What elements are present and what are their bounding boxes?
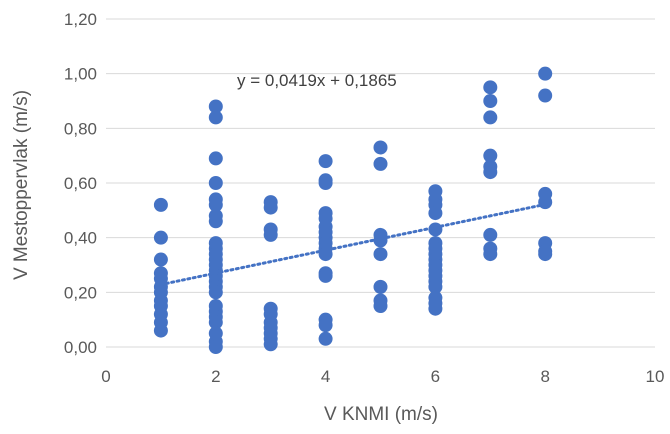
x-tick-label: 10	[646, 367, 665, 386]
data-point	[263, 200, 278, 215]
data-point	[483, 110, 498, 125]
data-point	[263, 227, 278, 242]
x-tick-label: 0	[101, 367, 110, 386]
data-point	[428, 222, 443, 237]
data-points	[153, 66, 553, 354]
y-axis-title: V Mestoppervlak (m/s)	[11, 90, 32, 280]
x-tick-label: 6	[431, 367, 440, 386]
y-tick-label: 0,60	[64, 174, 97, 193]
data-point	[153, 323, 168, 338]
data-point	[538, 66, 553, 81]
data-point	[208, 285, 223, 300]
data-point	[153, 197, 168, 212]
data-point	[208, 340, 223, 354]
data-point	[208, 176, 223, 190]
data-point	[483, 80, 498, 95]
data-point	[208, 214, 223, 229]
y-tick-label: 1,20	[64, 10, 97, 29]
data-point	[428, 206, 443, 221]
data-point	[153, 230, 168, 245]
y-tick-label: 1,00	[64, 65, 97, 84]
data-point	[373, 247, 388, 262]
x-tick-label: 2	[211, 367, 220, 386]
x-tick-label: 8	[540, 367, 549, 386]
trendline-equation: y = 0,0419x + 0,1865	[237, 71, 397, 90]
data-point	[483, 148, 498, 163]
trendline-group	[159, 202, 547, 287]
data-point	[483, 247, 498, 262]
y-tick-label: 0,40	[64, 229, 97, 248]
x-tick-labels: 0 2 4 6 8 10	[101, 367, 664, 386]
trendline	[159, 202, 547, 287]
x-tick-label: 4	[321, 367, 330, 386]
data-point	[373, 299, 388, 313]
data-point	[208, 315, 223, 330]
data-point	[483, 94, 498, 108]
data-point	[318, 318, 333, 333]
data-point	[208, 110, 223, 125]
data-point	[318, 154, 333, 169]
data-point	[373, 140, 388, 155]
data-point	[483, 165, 498, 180]
data-point	[318, 331, 333, 346]
y-tick-label: 0,80	[64, 119, 97, 138]
data-point	[318, 176, 333, 190]
data-point	[208, 99, 223, 114]
y-tick-label: 0,20	[64, 283, 97, 302]
data-point	[538, 247, 553, 262]
data-point	[318, 268, 333, 283]
data-point	[538, 88, 553, 103]
data-point	[153, 252, 168, 267]
data-point	[483, 227, 498, 242]
data-point	[428, 279, 443, 294]
data-point	[208, 197, 223, 212]
y-tick-labels: 0,00 0,20 0,40 0,60 0,80 1,00 1,20	[64, 10, 97, 357]
data-point	[263, 337, 278, 352]
y-tick-label: 0,00	[64, 338, 97, 357]
data-point	[538, 195, 553, 210]
data-point	[208, 151, 223, 166]
x-axis-title: V KNMI (m/s)	[324, 404, 438, 425]
data-point	[428, 301, 443, 316]
data-point	[373, 156, 388, 171]
data-point	[373, 279, 388, 294]
